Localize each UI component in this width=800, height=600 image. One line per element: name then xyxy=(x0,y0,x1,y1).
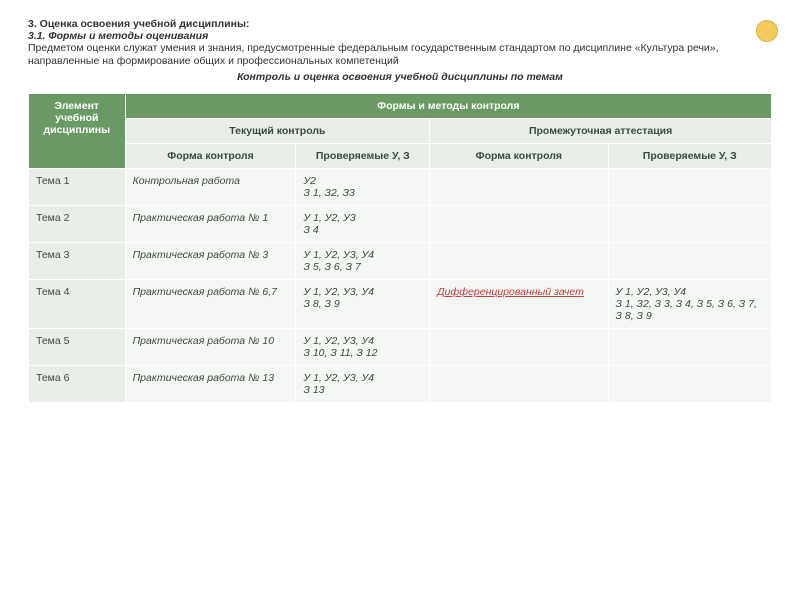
cell-interm-form: Дифференцированный зачет xyxy=(430,280,608,329)
table-row: Тема 2Практическая работа № 1У 1, У2, У3… xyxy=(29,206,772,243)
cell-current-form: Контрольная работа xyxy=(125,169,296,206)
table-row: Тема 5Практическая работа № 10У 1, У2, У… xyxy=(29,329,772,366)
cell-interm-form xyxy=(430,329,608,366)
cell-theme: Тема 2 xyxy=(29,206,126,243)
assessment-table: Элемент учебной дисциплины Формы и метод… xyxy=(28,93,772,403)
diff-credit-link[interactable]: Дифференцированный зачет xyxy=(437,286,584,298)
cell-current-form: Практическая работа № 6,7 xyxy=(125,280,296,329)
cell-interm-form xyxy=(430,366,608,403)
cell-current-form: Практическая работа № 13 xyxy=(125,366,296,403)
th-form-interm: Форма контроля xyxy=(430,144,608,169)
cell-theme: Тема 5 xyxy=(29,329,126,366)
cell-interm-checked xyxy=(608,206,772,243)
cell-interm-form xyxy=(430,169,608,206)
th-current: Текущий контроль xyxy=(125,119,430,144)
intro-text: Предметом оценки служат умения и знания,… xyxy=(28,42,772,68)
cell-current-checked: У 1, У2, У3, У4З 5, З 6, З 7 xyxy=(296,243,430,280)
table-row: Тема 4Практическая работа № 6,7У 1, У2, … xyxy=(29,280,772,329)
table-row: Тема 3Практическая работа № 3У 1, У2, У3… xyxy=(29,243,772,280)
cell-current-checked: У 1, У2, У3З 4 xyxy=(296,206,430,243)
th-element: Элемент учебной дисциплины xyxy=(29,94,126,169)
cell-current-checked: У 1, У2, У3, У4З 13 xyxy=(296,366,430,403)
cell-theme: Тема 1 xyxy=(29,169,126,206)
cell-interm-form xyxy=(430,206,608,243)
cell-current-checked: У 1, У2, У3, У4З 10, З 11, З 12 xyxy=(296,329,430,366)
centered-title: Контроль и оценка освоения учебной дисци… xyxy=(28,71,772,83)
th-checked-interm: Проверяемые У, З xyxy=(608,144,772,169)
cell-theme: Тема 3 xyxy=(29,243,126,280)
section-title: 3. Оценка освоения учебной дисциплины: xyxy=(28,18,772,30)
cell-interm-checked xyxy=(608,243,772,280)
cell-current-form: Практическая работа № 10 xyxy=(125,329,296,366)
th-intermediate: Промежуточная аттестация xyxy=(430,119,772,144)
table-row: Тема 1Контрольная работаУ2З 1, З2, З3 xyxy=(29,169,772,206)
subsection-title: 3.1. Формы и методы оценивания xyxy=(28,30,772,42)
cell-current-checked: У2З 1, З2, З3 xyxy=(296,169,430,206)
cell-interm-checked xyxy=(608,366,772,403)
table-row: Тема 6Практическая работа № 13У 1, У2, У… xyxy=(29,366,772,403)
cell-interm-form xyxy=(430,243,608,280)
corner-ornament xyxy=(756,20,778,42)
th-checked: Проверяемые У, З xyxy=(296,144,430,169)
th-form: Форма контроля xyxy=(125,144,296,169)
cell-current-form: Практическая работа № 3 xyxy=(125,243,296,280)
cell-interm-checked: У 1, У2, У3, У4З 1, З2, З 3, З 4, З 5, З… xyxy=(608,280,772,329)
cell-interm-checked xyxy=(608,169,772,206)
cell-theme: Тема 4 xyxy=(29,280,126,329)
cell-interm-checked xyxy=(608,329,772,366)
th-forms-methods: Формы и методы контроля xyxy=(125,94,771,119)
cell-theme: Тема 6 xyxy=(29,366,126,403)
cell-current-form: Практическая работа № 1 xyxy=(125,206,296,243)
cell-current-checked: У 1, У2, У3, У4З 8, З 9 xyxy=(296,280,430,329)
